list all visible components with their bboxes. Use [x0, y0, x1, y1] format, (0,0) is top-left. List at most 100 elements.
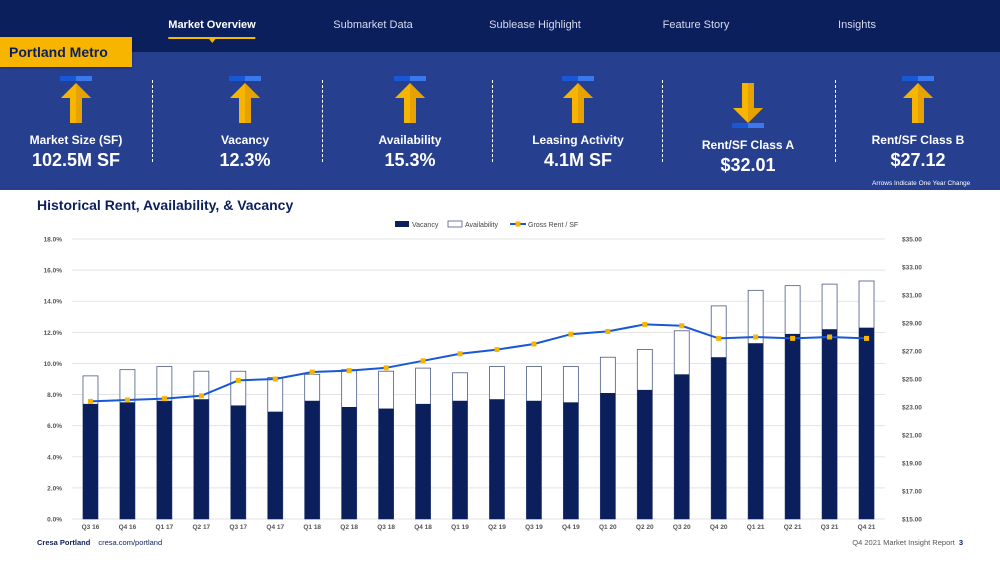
- x-tick-label: Q4 20: [710, 524, 728, 531]
- nav-submarket-data[interactable]: Submarket Data: [333, 19, 413, 31]
- stat-label: Rent/SF Class A: [701, 138, 795, 152]
- divider: [492, 80, 493, 162]
- gross-rent-point: [309, 369, 315, 375]
- right-tick-label: $17.00: [902, 489, 922, 496]
- x-tick-label: Q2 18: [340, 524, 358, 531]
- gross-rent-point: [87, 398, 93, 404]
- nav-market-overview[interactable]: Market Overview: [168, 19, 256, 43]
- left-tick-label: 10.0%: [44, 361, 63, 368]
- vacancy-bar: [156, 400, 172, 519]
- baseline-marker-icon: [60, 76, 92, 81]
- arrow-up-icon: [230, 83, 260, 123]
- gross-rent-point: [198, 393, 204, 399]
- gross-rent-point: [790, 335, 796, 341]
- vacancy-bar: [600, 393, 616, 519]
- x-tick-label: Q1 17: [156, 524, 174, 531]
- baseline-marker-icon: [229, 76, 261, 81]
- stat-value: $27.12: [890, 150, 946, 170]
- x-tick-label: Q3 19: [525, 524, 543, 531]
- arrow-down-icon: [733, 83, 763, 123]
- right-tick-label: $31.00: [902, 293, 922, 300]
- x-tick-label: Q4 19: [562, 524, 580, 531]
- left-tick-label: 2.0%: [47, 485, 62, 492]
- stat-value: $32.01: [720, 155, 776, 175]
- arrow-up-icon: [395, 83, 425, 123]
- stat-leasing-activity: Leasing Activity 4.1M SF: [498, 76, 658, 171]
- divider: [662, 80, 663, 162]
- gross-rent-point: [383, 365, 389, 371]
- vacancy-bar: [859, 327, 875, 519]
- stat-value: 12.3%: [219, 150, 271, 170]
- vacancy-bar: [563, 402, 579, 519]
- right-tick-label: $33.00: [902, 265, 922, 272]
- stat-value: 102.5M SF: [31, 150, 121, 170]
- rent-availability-vacancy-chart: 0.0% 2.0% 4.0% 6.0% 8.0% 10.0% 12.0% 14.0% 16.0%…: [44, 220, 922, 531]
- left-tick-label: 4.0%: [47, 454, 62, 461]
- vacancy-bar: [822, 329, 838, 519]
- x-tick-label: Q2 21: [784, 524, 802, 531]
- gross-rent-point: [605, 328, 611, 334]
- vacancy-bar: [489, 399, 505, 519]
- x-tick-label: Q4 21: [858, 524, 876, 531]
- arrow-up-icon: [903, 83, 933, 123]
- left-tick-label: 16.0%: [44, 268, 63, 275]
- vacancy-bar: [748, 343, 764, 519]
- stat-label: Rent/SF Class B: [871, 133, 965, 147]
- left-tick-label: 6.0%: [47, 423, 62, 430]
- vacancy-bar: [452, 400, 468, 519]
- footer-url[interactable]: cresa.com/portland: [98, 538, 163, 547]
- vacancy-bar: [711, 357, 727, 519]
- nav-label: Market Overview: [168, 19, 256, 31]
- baseline-marker-icon: [394, 76, 426, 81]
- left-tick-label: 18.0%: [44, 237, 63, 244]
- footer-brand: Cresa Portland: [37, 538, 91, 547]
- gross-rent-point: [235, 377, 241, 383]
- right-tick-label: $15.00: [902, 517, 922, 524]
- caret-down-icon: [208, 38, 216, 43]
- legend-availability-swatch: [447, 220, 463, 228]
- gross-rent-point: [531, 341, 537, 347]
- footer-report: Q4 2021 Market Insight Report: [852, 538, 955, 547]
- baseline-marker-icon: [732, 123, 764, 128]
- gross-rent-point: [642, 321, 648, 327]
- left-tick-label: 8.0%: [47, 392, 62, 399]
- left-tick-label: 12.0%: [44, 330, 63, 337]
- gross-rent-line: [90, 323, 867, 403]
- stat-value: 15.3%: [384, 150, 436, 170]
- gross-rent-point: [457, 351, 463, 357]
- nav-feature-story[interactable]: Feature Story: [662, 19, 730, 31]
- x-tick-label: Q3 17: [229, 524, 247, 531]
- vacancy-bar: [637, 389, 653, 519]
- x-tick-label: Q2 19: [488, 524, 506, 531]
- divider: [152, 80, 153, 162]
- footer-left: Cresa Portland cresa.com/portland: [37, 538, 162, 547]
- stat-label: Leasing Activity: [532, 133, 624, 147]
- legend-rent-marker: [515, 221, 521, 227]
- gross-rent-point: [161, 396, 167, 402]
- region-tab: Portland Metro: [0, 37, 132, 67]
- stat-availability: Availability 15.3%: [330, 76, 490, 171]
- gross-rent-point: [864, 335, 870, 341]
- vacancy-bar: [785, 333, 801, 519]
- nav-insights[interactable]: Insights: [838, 19, 876, 31]
- vacancy-bar: [674, 374, 690, 519]
- x-tick-label: Q3 16: [82, 524, 100, 531]
- nav-sublease-highlight[interactable]: Sublease Highlight: [489, 19, 581, 31]
- chart-legend: Vacancy Availability Gross Rent / SF: [395, 220, 578, 229]
- gross-rent-point: [420, 358, 426, 364]
- left-tick-label: 0.0%: [47, 517, 62, 524]
- page-number: 3: [958, 538, 963, 547]
- x-tick-label: Q3 21: [821, 524, 839, 531]
- x-tick-label: Q1 19: [451, 524, 469, 531]
- x-tick-label: Q3 20: [673, 524, 691, 531]
- stat-value: 4.1M SF: [543, 150, 613, 170]
- vacancy-bar: [119, 402, 135, 519]
- gross-rent-point: [753, 334, 759, 340]
- legend-vacancy-swatch: [395, 221, 409, 227]
- gross-rent-point: [494, 347, 500, 353]
- x-tick-label: Q2 20: [636, 524, 654, 531]
- x-tick-label: Q4 18: [414, 524, 432, 531]
- chart-title: Historical Rent, Availability, & Vacancy: [37, 197, 294, 213]
- x-tick-label: Q1 21: [747, 524, 765, 531]
- arrow-note: Arrows Indicate One Year Change: [872, 180, 971, 187]
